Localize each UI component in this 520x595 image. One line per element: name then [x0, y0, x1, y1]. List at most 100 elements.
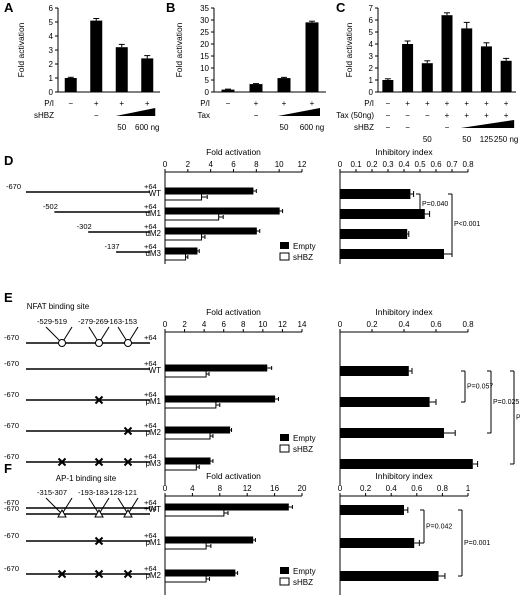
y-tick-label: 4	[49, 32, 54, 41]
construct-end: +64	[144, 390, 157, 399]
bar-empty	[164, 207, 280, 215]
nfat-site-marker	[58, 339, 66, 347]
row-cell: +	[464, 99, 469, 108]
x-tick-label: 0.6	[411, 484, 423, 493]
bar-shbz	[164, 432, 211, 440]
row-label: P/I	[364, 99, 374, 108]
y-tick-label: 4	[369, 40, 374, 49]
row-cell: +	[310, 99, 315, 108]
y-tick-label: 7	[369, 4, 374, 13]
construct-name: pM2	[145, 571, 161, 580]
row-cell: +	[484, 99, 489, 108]
bar-empty	[164, 227, 257, 235]
bar-empty	[164, 503, 289, 511]
bar-inhibitory	[340, 459, 473, 469]
row-cell: −	[254, 111, 259, 120]
nfat-site-marker	[124, 339, 132, 347]
bar-inhibitory	[340, 366, 409, 376]
x-tick-label: 0.8	[462, 160, 474, 169]
construct-end: +64	[144, 504, 157, 513]
bar-empty	[164, 569, 236, 577]
bar-inhibitory	[340, 249, 444, 259]
bar-empty	[164, 187, 254, 195]
x-tick-label: 0	[338, 160, 343, 169]
row-cell: 125	[480, 135, 494, 144]
mutation-x	[123, 457, 133, 467]
row-cell: 250 ng	[494, 135, 518, 144]
legend-label-empty: Empty	[293, 567, 316, 576]
bar	[64, 78, 77, 92]
x-tick-label: 2	[182, 320, 187, 329]
y-tick-label: 2	[369, 64, 374, 73]
panel-letter-D: D	[4, 153, 13, 168]
binding-site-title: NFAT binding site	[27, 302, 90, 311]
panel-letter-E: E	[4, 290, 13, 305]
dose-ramp	[460, 120, 515, 128]
row-cell: −	[445, 123, 450, 132]
row-cell: +	[425, 99, 430, 108]
x-tick-label: 0.1	[350, 160, 362, 169]
x-tick-label: 4	[208, 160, 213, 169]
y-axis-label: Fold activation	[174, 22, 184, 77]
x-tick-label: 6	[221, 320, 226, 329]
x-tick-label: 0.2	[366, 320, 378, 329]
row-cell: −	[386, 111, 391, 120]
inhibitory-index-title: Inhibitory index	[375, 307, 433, 317]
y-tick-label: 3	[49, 46, 54, 55]
y-tick-label: 2	[49, 60, 54, 69]
bar	[277, 78, 291, 92]
construct-end: +64	[144, 333, 157, 342]
bar-inhibitory	[340, 189, 411, 199]
legend-swatch-empty	[280, 434, 289, 441]
panel-letter-A: A	[4, 0, 14, 15]
x-tick-label: 0.7	[446, 160, 458, 169]
site-pointer	[45, 497, 63, 515]
panel-letter-B: B	[166, 0, 175, 15]
x-tick-label: 0	[338, 484, 343, 493]
y-tick-label: 20	[200, 40, 209, 49]
site-label: -163-153	[107, 317, 137, 326]
site-label: -193-183	[78, 488, 108, 497]
construct-name: dM1	[145, 209, 161, 218]
y-tick-label: 6	[369, 16, 374, 25]
bar-shbz	[164, 213, 220, 221]
construct-name: dM2	[145, 229, 161, 238]
row-cell: 50	[280, 123, 289, 132]
x-tick-label: 12	[278, 320, 287, 329]
legend-label-shbz: sHBZ	[293, 445, 313, 454]
row-cell: 600 ng	[135, 123, 159, 132]
bar-empty	[164, 364, 268, 372]
x-tick-label: 0	[163, 484, 168, 493]
row-cell: +	[282, 99, 287, 108]
x-tick-label: 16	[270, 484, 279, 493]
construct-end: +64	[144, 359, 157, 368]
y-axis-label: Fold activation	[344, 22, 354, 77]
legend-swatch-shbz	[279, 252, 290, 261]
construct-end: +64	[144, 531, 157, 540]
bar-shbz	[164, 575, 207, 583]
y-axis-label: Fold activation	[16, 22, 26, 77]
y-tick-label: 0	[49, 88, 54, 97]
bar-shbz	[164, 253, 187, 261]
inhibitory-index-title: Inhibitory index	[375, 471, 433, 481]
site-label: -128-121	[107, 488, 137, 497]
y-tick-label: 25	[200, 28, 209, 37]
x-tick-label: 0.4	[398, 320, 410, 329]
mutation-x	[94, 536, 104, 546]
construct-name: pM1	[145, 397, 161, 406]
bar	[90, 20, 103, 93]
construct-end: +64	[144, 202, 157, 211]
site-pointer	[98, 497, 110, 515]
construct-end: +64	[144, 222, 157, 231]
legend-label-shbz: sHBZ	[293, 253, 313, 262]
x-tick-label: 12	[243, 484, 252, 493]
construct-start: -670	[6, 182, 21, 191]
construct-start: -670	[4, 390, 19, 399]
x-tick-label: 0	[163, 320, 168, 329]
row-cell: −	[386, 123, 391, 132]
construct-start: -670	[4, 564, 19, 573]
construct-start: -670	[4, 498, 19, 507]
x-tick-label: 12	[298, 160, 307, 169]
bar-inhibitory	[340, 397, 430, 407]
